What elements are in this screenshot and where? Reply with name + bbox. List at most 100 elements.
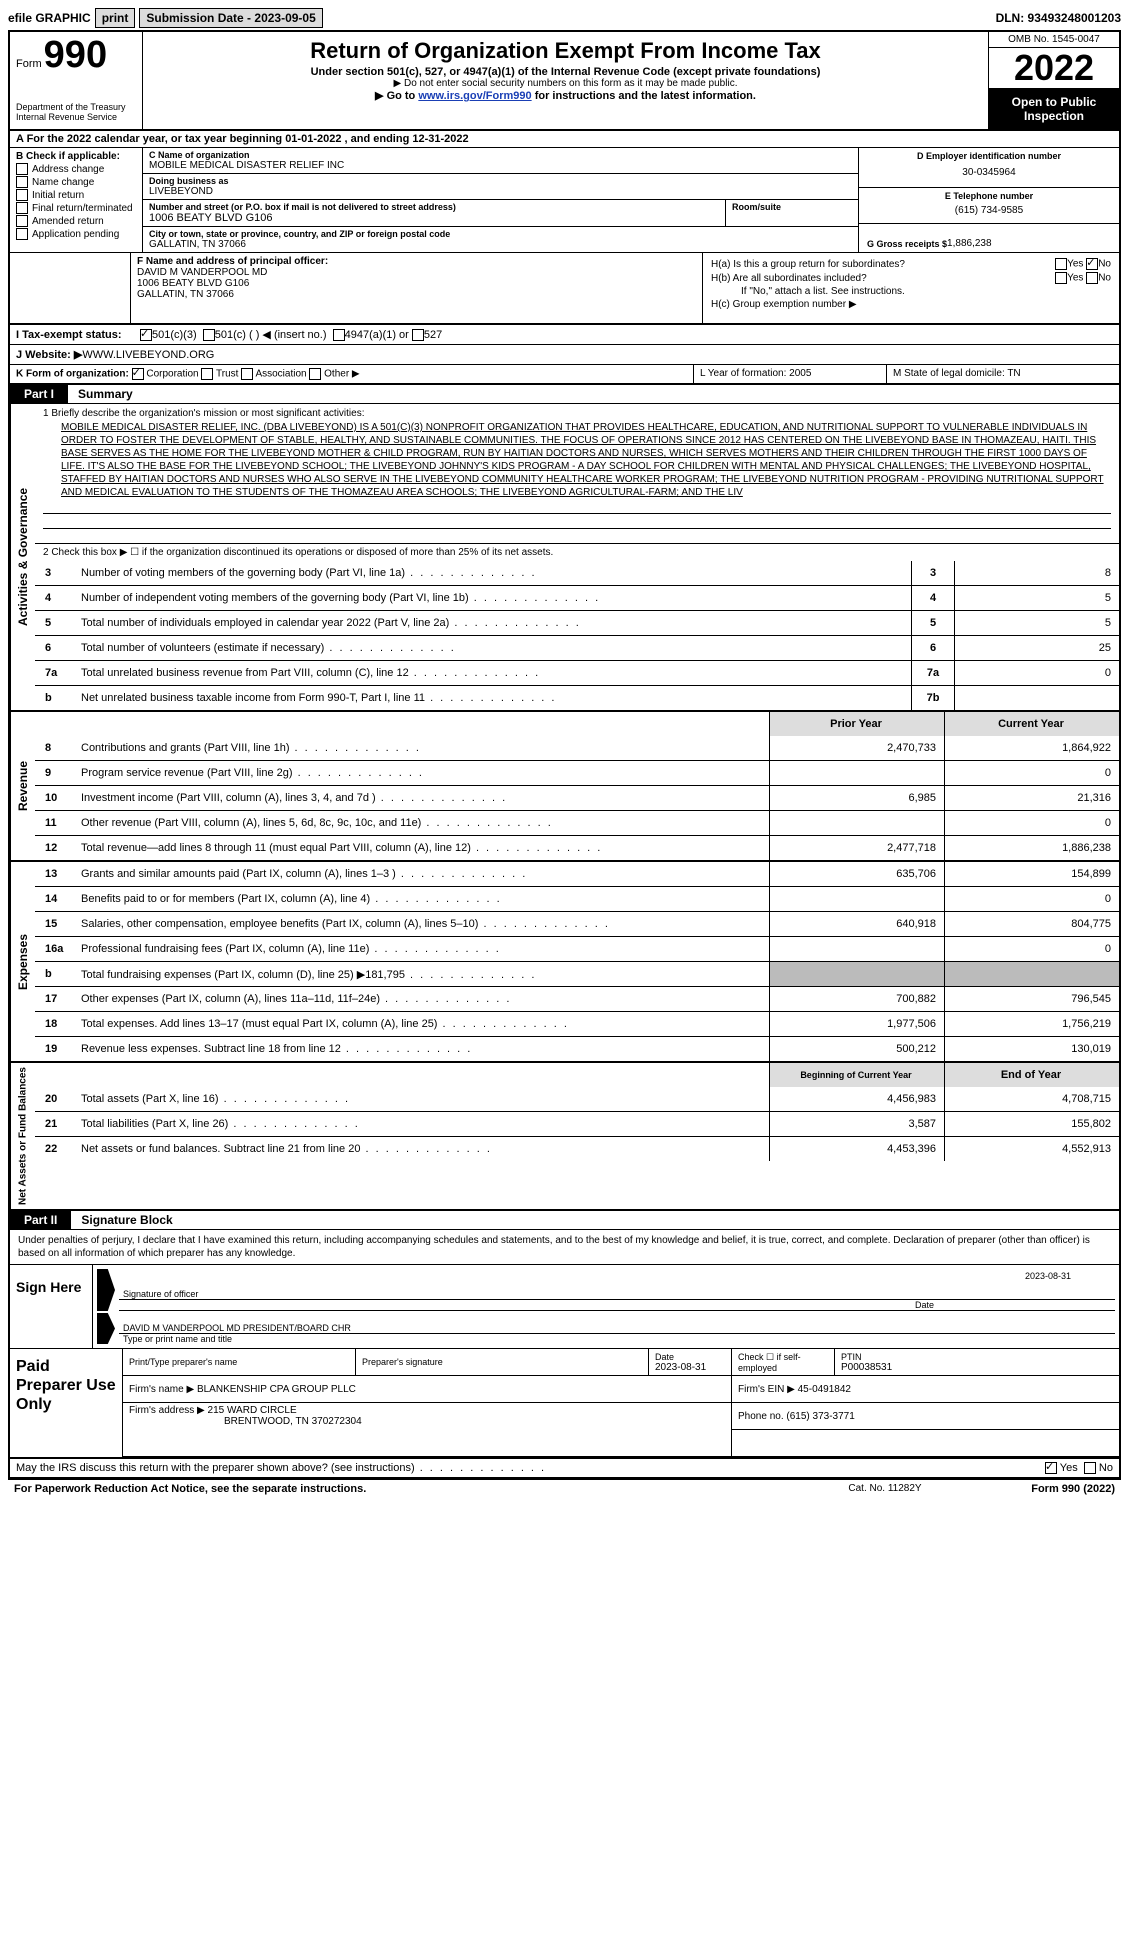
discuss-yes[interactable] xyxy=(1045,1462,1057,1474)
table-row: 20Total assets (Part X, line 16)4,456,98… xyxy=(35,1087,1119,1112)
table-row: 16aProfessional fundraising fees (Part I… xyxy=(35,937,1119,962)
form-container: Form 990 Department of the Treasury Inte… xyxy=(8,30,1121,1480)
hb-note: If "No," attach a list. See instructions… xyxy=(711,286,1111,297)
row-j-website: J Website: ▶ WWW.LIVEBEYOND.ORG xyxy=(10,345,1119,365)
hb-no[interactable] xyxy=(1086,272,1098,284)
side-revenue: Revenue xyxy=(10,712,35,860)
ein-value: 30-0345964 xyxy=(867,161,1111,184)
sign-here-row: Sign Here Signature of officer 2023-08-3… xyxy=(10,1265,1119,1349)
city-row: City or town, state or province, country… xyxy=(143,227,858,252)
chk-501c[interactable] xyxy=(203,329,215,341)
sign-here-label: Sign Here xyxy=(10,1265,93,1348)
ha-no[interactable] xyxy=(1086,258,1098,270)
chk-final[interactable]: Final return/terminated xyxy=(16,202,136,214)
officer-name: DAVID M VANDERPOOL MD xyxy=(137,267,696,278)
paperwork-notice: For Paperwork Reduction Act Notice, see … xyxy=(14,1483,795,1495)
chk-trust[interactable] xyxy=(201,368,213,380)
tax-year: 2022 xyxy=(989,48,1119,89)
row-a-period: A For the 2022 calendar year, or tax yea… xyxy=(10,131,1119,148)
side-netassets: Net Assets or Fund Balances xyxy=(10,1063,35,1209)
gross-row: G Gross receipts $ 1,886,238 xyxy=(859,224,1119,252)
chk-501c3[interactable] xyxy=(140,329,152,341)
table-row: 8Contributions and grants (Part VIII, li… xyxy=(35,736,1119,761)
website-url: WWW.LIVEBEYOND.ORG xyxy=(82,349,214,361)
paid-preparer-row: Paid Preparer Use Only Print/Type prepar… xyxy=(10,1349,1119,1459)
part1-title: Summary xyxy=(68,387,133,401)
gov-table: 3Number of voting members of the governi… xyxy=(35,561,1119,710)
discuss-no[interactable] xyxy=(1084,1462,1096,1474)
chk-initial[interactable]: Initial return xyxy=(16,189,136,201)
chk-name[interactable]: Name change xyxy=(16,176,136,188)
row-k-form-org: K Form of organization: Corporation Trus… xyxy=(10,365,694,383)
table-row: 18Total expenses. Add lines 13–17 (must … xyxy=(35,1012,1119,1037)
table-row: 15Salaries, other compensation, employee… xyxy=(35,912,1119,937)
cat-no: Cat. No. 11282Y xyxy=(795,1483,975,1495)
side-expenses: Expenses xyxy=(10,862,35,1061)
chk-amended[interactable]: Amended return xyxy=(16,215,136,227)
hc-row: H(c) Group exemption number ▶ xyxy=(711,299,1111,310)
part2-header: Part II Signature Block xyxy=(10,1211,1119,1230)
form-subtitle: Under section 501(c), 527, or 4947(a)(1)… xyxy=(151,66,980,78)
paid-row1: Print/Type preparer's name Preparer's si… xyxy=(123,1349,1119,1376)
netassets-table: Beginning of Current Year End of Year 20… xyxy=(35,1063,1119,1161)
table-row: 12Total revenue—add lines 8 through 11 (… xyxy=(35,836,1119,861)
paid-row3: Firm's address ▶ 215 WARD CIRCLEBRENTWOO… xyxy=(123,1403,1119,1430)
hb-yes[interactable] xyxy=(1055,272,1067,284)
chk-assoc[interactable] xyxy=(241,368,253,380)
table-row: 22Net assets or fund balances. Subtract … xyxy=(35,1137,1119,1162)
officer-sig-line[interactable]: Signature of officer 2023-08-31 xyxy=(119,1269,1115,1300)
form-footer: Form 990 (2022) xyxy=(975,1483,1115,1495)
phone-value: (615) 734-9585 xyxy=(867,201,1111,220)
table-row: 19Revenue less expenses. Subtract line 1… xyxy=(35,1037,1119,1062)
part1-tab: Part I xyxy=(10,385,68,403)
table-row: bTotal fundraising expenses (Part IX, co… xyxy=(35,962,1119,987)
table-row: 4Number of independent voting members of… xyxy=(35,586,1119,611)
ha-yes[interactable] xyxy=(1055,258,1067,270)
goto-link[interactable]: www.irs.gov/Form990 xyxy=(418,90,531,102)
paid-row2: Firm's name ▶ BLANKENSHIP CPA GROUP PLLC… xyxy=(123,1376,1119,1403)
officer-addr2: GALLATIN, TN 37066 xyxy=(137,289,696,300)
part2-tab: Part II xyxy=(10,1211,71,1229)
footer-row: For Paperwork Reduction Act Notice, see … xyxy=(8,1480,1121,1498)
omb-number: OMB No. 1545-0047 xyxy=(989,32,1119,48)
netassets-block: Net Assets or Fund Balances Beginning of… xyxy=(10,1063,1119,1211)
header-mid: Return of Organization Exempt From Incom… xyxy=(143,32,989,129)
arrow-icon xyxy=(97,1313,115,1344)
dln-label: DLN: 93493248001203 xyxy=(996,11,1121,25)
form-header: Form 990 Department of the Treasury Inte… xyxy=(10,32,1119,131)
chk-corp[interactable] xyxy=(132,368,144,380)
city-state-zip: GALLATIN, TN 37066 xyxy=(149,239,852,250)
table-row: 7aTotal unrelated business revenue from … xyxy=(35,661,1119,686)
chk-address[interactable]: Address change xyxy=(16,163,136,175)
form-goto: ▶ Go to www.irs.gov/Form990 for instruct… xyxy=(151,89,980,102)
street-address: 1006 BEATY BLVD G106 xyxy=(149,212,719,224)
part2-title: Signature Block xyxy=(71,1213,172,1227)
form-title: Return of Organization Exempt From Incom… xyxy=(151,38,980,64)
chk-4947[interactable] xyxy=(333,329,345,341)
chk-pending[interactable]: Application pending xyxy=(16,228,136,240)
colb-label: B Check if applicable: xyxy=(16,151,136,162)
expenses-table: 13Grants and similar amounts paid (Part … xyxy=(35,862,1119,1061)
col-f-officer: F Name and address of principal officer:… xyxy=(131,253,703,323)
chk-527[interactable] xyxy=(412,329,424,341)
org-name: MOBILE MEDICAL DISASTER RELIEF INC xyxy=(149,160,852,171)
table-row: 10Investment income (Part VIII, column (… xyxy=(35,786,1119,811)
officer-addr1: 1006 BEATY BLVD G106 xyxy=(137,278,696,289)
ein-row: D Employer identification number 30-0345… xyxy=(859,148,1119,188)
part1-header: Part I Summary xyxy=(10,385,1119,404)
table-row: 13Grants and similar amounts paid (Part … xyxy=(35,862,1119,887)
table-row: 6Total number of volunteers (estimate if… xyxy=(35,636,1119,661)
table-row: bNet unrelated business taxable income f… xyxy=(35,686,1119,711)
dept-label: Department of the Treasury Internal Reve… xyxy=(16,102,136,122)
header-left: Form 990 Department of the Treasury Inte… xyxy=(10,32,143,129)
chk-other[interactable] xyxy=(309,368,321,380)
table-row: 3Number of voting members of the governi… xyxy=(35,561,1119,586)
print-button[interactable]: print xyxy=(95,8,136,28)
form-number: Form 990 xyxy=(16,36,136,74)
officer-name-line: DAVID M VANDERPOOL MD PRESIDENT/BOARD CH… xyxy=(119,1313,1115,1334)
row-klm: K Form of organization: Corporation Trus… xyxy=(10,365,1119,385)
perjury-text: Under penalties of perjury, I declare th… xyxy=(10,1230,1119,1265)
revenue-table: Prior Year Current Year 8Contributions a… xyxy=(35,712,1119,860)
open-to-public: Open to Public Inspection xyxy=(989,89,1119,129)
discuss-row: May the IRS discuss this return with the… xyxy=(10,1459,1119,1478)
